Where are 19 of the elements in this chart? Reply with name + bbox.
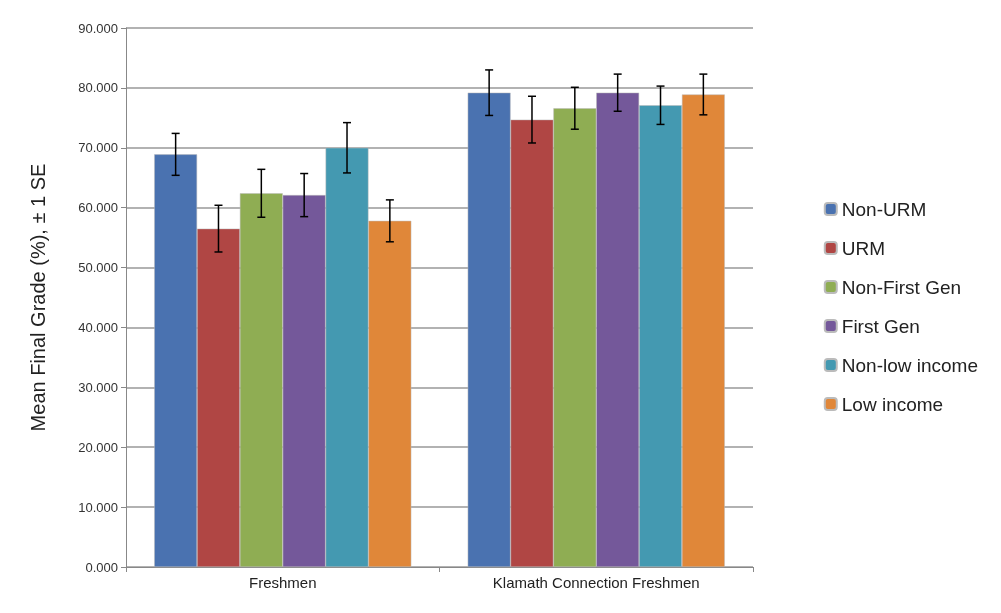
y-tick-label: 70.000 [78, 140, 118, 156]
y-tick-label: 50.000 [78, 260, 118, 276]
y-tick-label: 20.000 [78, 439, 118, 455]
legend-label: First Gen [841, 315, 920, 337]
legend-label: Non-First Gen [841, 276, 962, 298]
legend-label: URM [841, 237, 886, 259]
y-axis-title: Mean Final Grade (%), ± 1 SE [27, 163, 49, 432]
legend-label: Low income [841, 393, 944, 415]
x-tick-label: Freshmen [248, 574, 317, 591]
legend-label: Non-URM [841, 198, 927, 220]
y-tick-label: 0.000 [85, 559, 118, 575]
y-tick-label: 80.000 [78, 80, 118, 96]
y-tick-label: 90.000 [78, 20, 118, 36]
legend-label: Non-low income [841, 354, 979, 376]
y-tick-label: 30.000 [78, 379, 118, 395]
y-tick-label: 60.000 [78, 200, 118, 216]
y-tick-label: 40.000 [78, 319, 118, 335]
x-tick-label: Klamath Connection Freshmen [492, 574, 700, 591]
y-tick-label: 10.000 [78, 499, 118, 515]
